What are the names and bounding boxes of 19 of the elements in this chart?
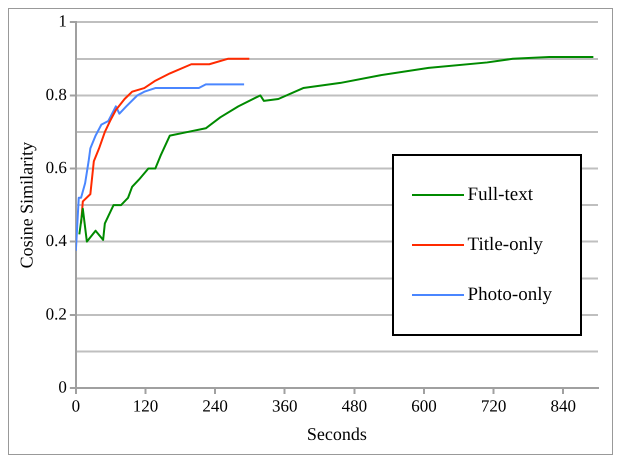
- y-tick-label: 1: [58, 12, 67, 31]
- x-tick-label: 600: [411, 396, 437, 416]
- y-axis-title: Cosine Similarity: [16, 142, 37, 268]
- legend-label: Full-text: [468, 184, 533, 206]
- x-tick-label: 120: [132, 396, 158, 416]
- x-tick-label: 840: [550, 396, 576, 416]
- legend-label: Photo-only: [468, 284, 552, 306]
- x-tick-label: 360: [272, 396, 298, 416]
- y-tick-label: 0.8: [46, 84, 67, 104]
- x-tick-label: 720: [480, 396, 506, 416]
- legend-label: Title-only: [468, 234, 543, 256]
- x-tick-label: 480: [342, 396, 368, 416]
- x-tick-label: 240: [202, 396, 228, 416]
- y-tick-label: 0.2: [46, 304, 67, 324]
- y-tick-label: 0: [58, 377, 67, 396]
- x-axis-title: Seconds: [306, 424, 367, 444]
- y-tick-label: 0.4: [46, 231, 68, 250]
- y-tick-label: 0.6: [46, 158, 67, 177]
- x-tick-label: 0: [72, 396, 80, 416]
